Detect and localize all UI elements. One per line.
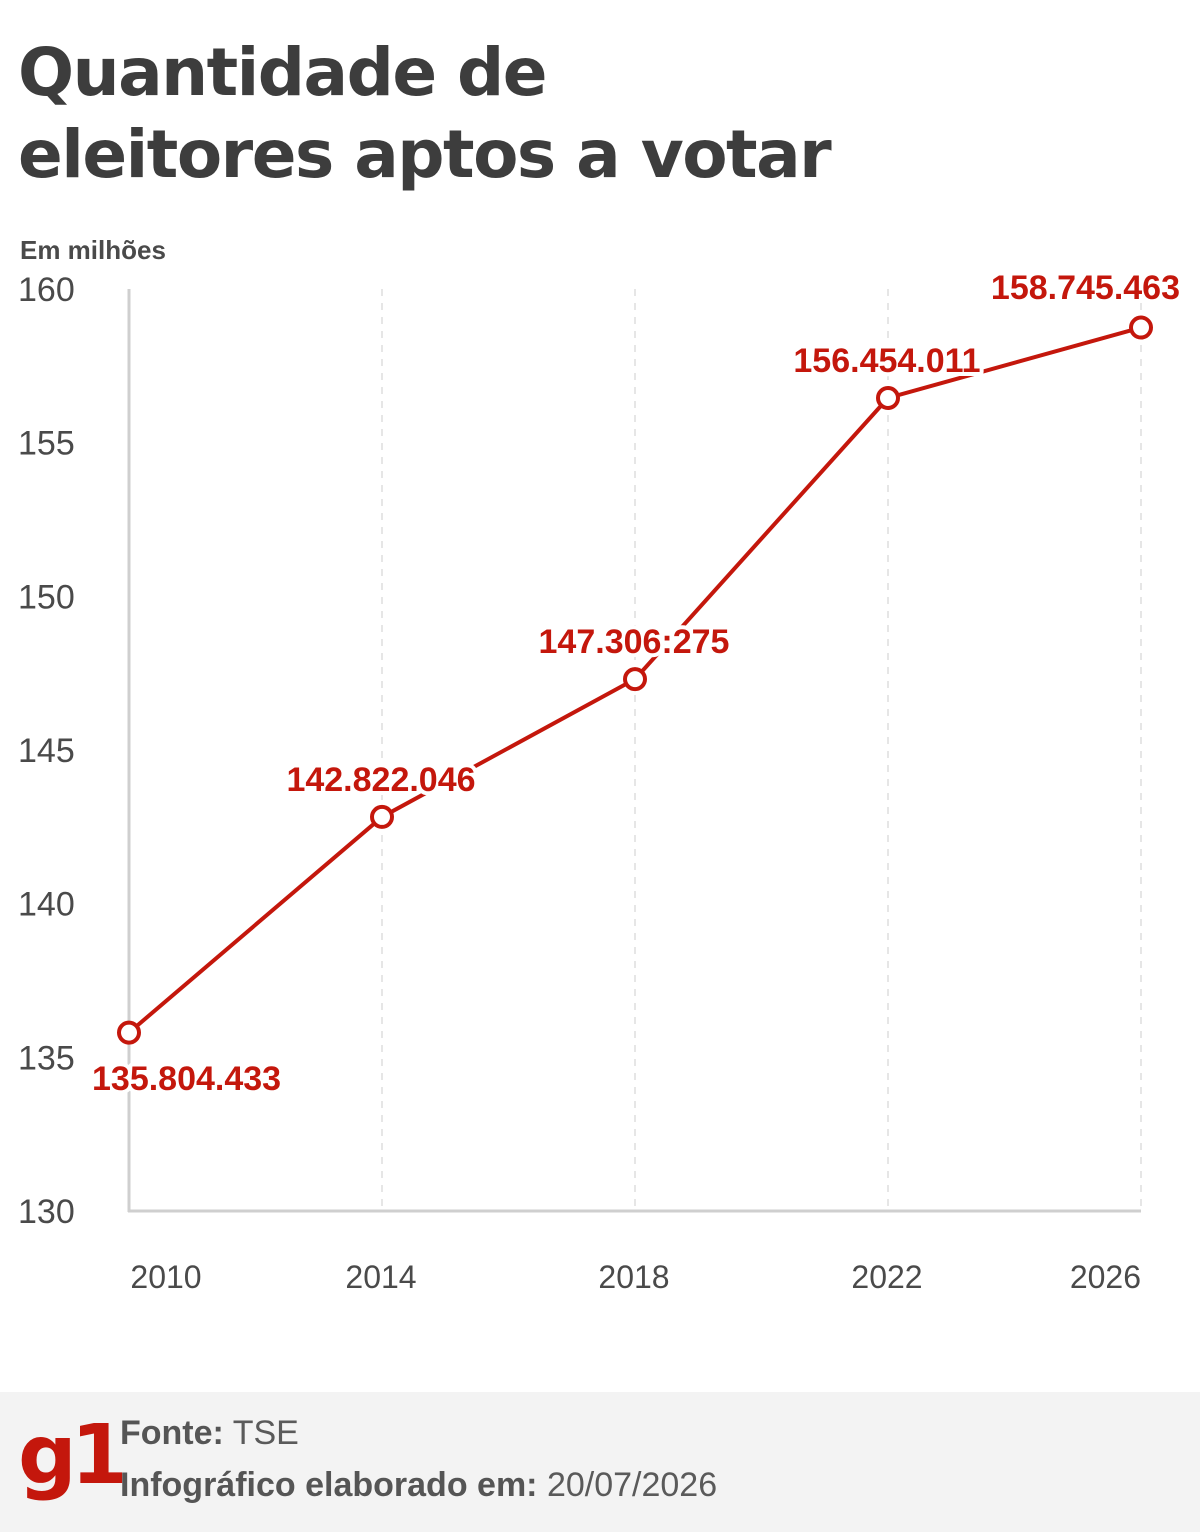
data-label: 156.454.011: [793, 342, 980, 380]
source-label: Fonte:: [120, 1414, 224, 1452]
data-label: 147.306:275: [539, 623, 730, 661]
footer: g1 Fonte: TSE Infográfico elaborado em: …: [0, 1392, 1200, 1532]
data-point: [623, 667, 647, 692]
y-tick-label: 155: [18, 425, 75, 463]
x-tick-label: 2018: [598, 1259, 669, 1295]
unit-label: Em milhões: [20, 235, 166, 265]
y-tick-label: 160: [18, 271, 75, 309]
chart-title: Quantidade de eleitores aptos a votar: [18, 32, 832, 196]
y-tick-label: 130: [18, 1193, 75, 1231]
title-line-2: eleitores aptos a votar: [18, 116, 832, 193]
x-tick-label: 2022: [851, 1259, 922, 1295]
date-line: Infográfico elaborado em: 20/07/2026: [120, 1466, 717, 1505]
data-point: [876, 385, 900, 410]
source-line: Fonte: TSE: [120, 1414, 299, 1453]
date-label: Infográfico elaborado em:: [120, 1466, 538, 1504]
x-tick-label: 2026: [1070, 1259, 1141, 1295]
data-label: 158.745.463: [991, 269, 1180, 307]
data-point: [370, 804, 394, 829]
y-tick-label: 145: [18, 732, 75, 770]
data-point: [117, 1020, 141, 1045]
g1-logo: g1: [18, 1408, 128, 1503]
data-label: 135.804.433: [92, 1060, 281, 1098]
data-point: [1129, 315, 1153, 340]
line-chart: 130 135 140 145 150 155 160 2010 2014 2018 2022 202…: [18, 269, 1180, 1295]
data-label: 142.822.046: [286, 761, 475, 799]
y-tick-label: 140: [18, 886, 75, 924]
source-value: TSE: [232, 1414, 299, 1452]
date-value: 20/07/2026: [546, 1466, 718, 1504]
y-tick-label: 135: [18, 1039, 75, 1077]
x-tick-label: 2014: [345, 1259, 416, 1295]
title-line-1: Quantidade de: [18, 34, 548, 111]
x-tick-label: 2010: [130, 1259, 201, 1295]
y-tick-label: 150: [18, 578, 75, 616]
